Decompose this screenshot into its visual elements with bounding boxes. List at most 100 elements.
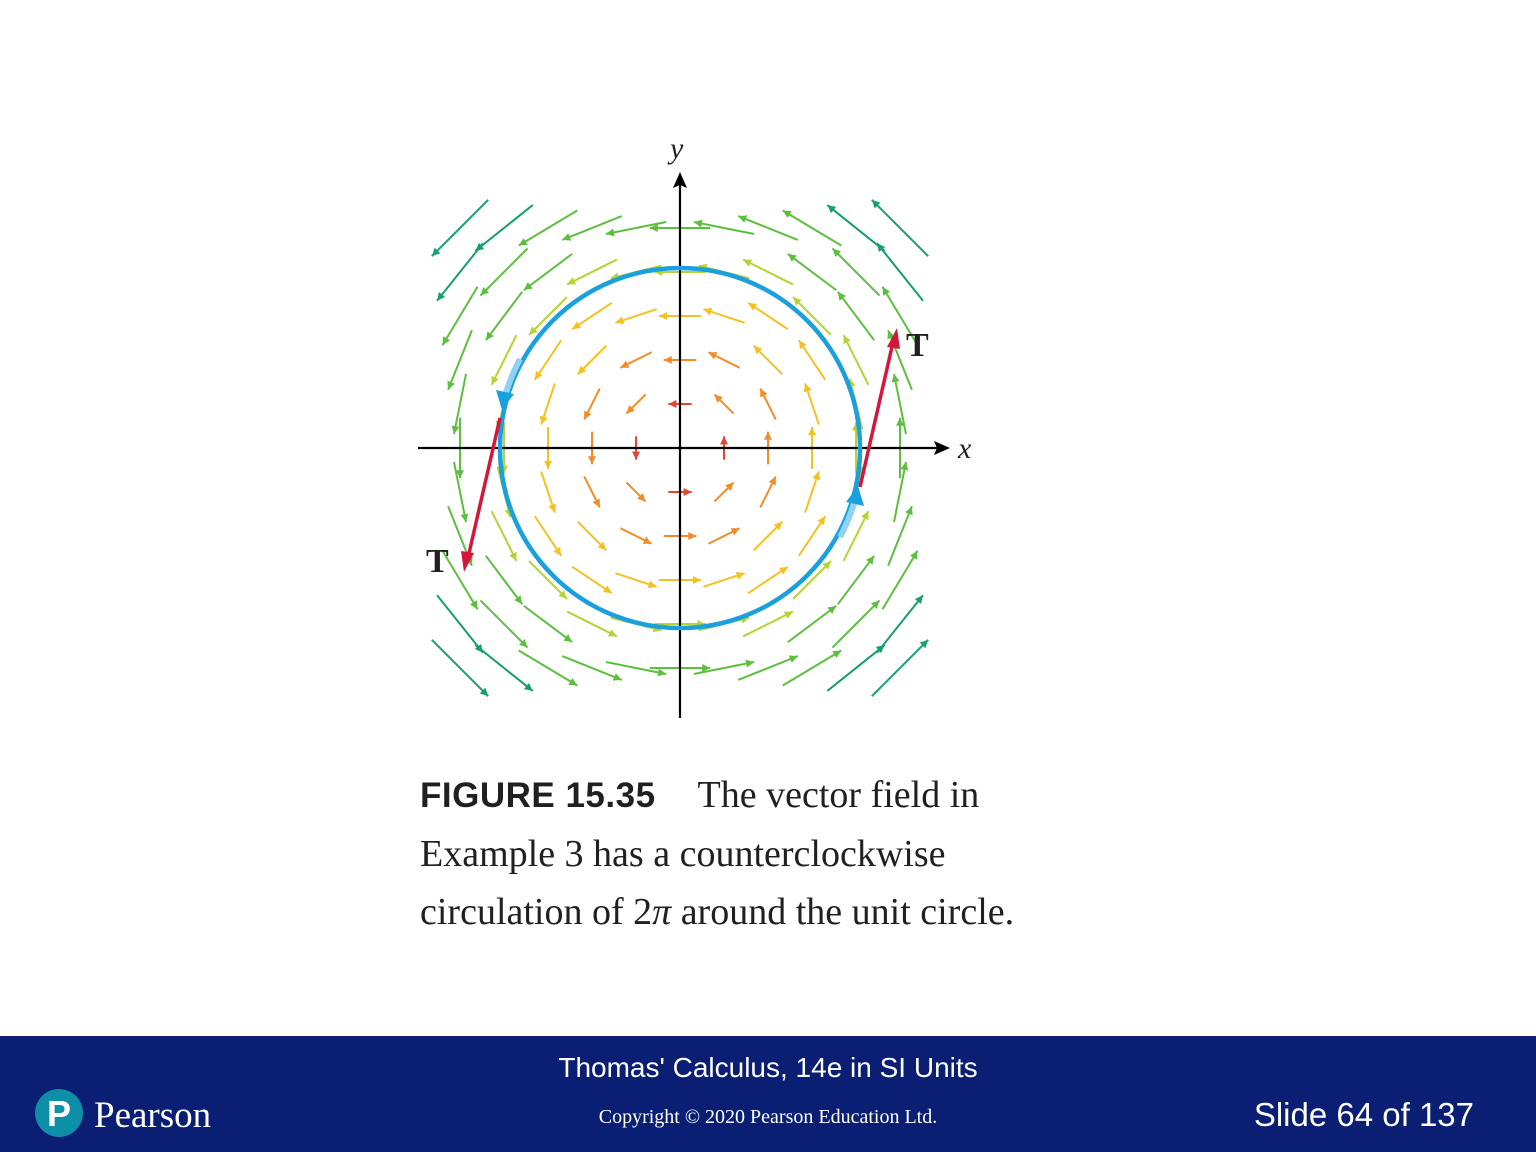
field-vector	[605, 221, 667, 235]
caption-line-3: circulation of 2π around the unit circle…	[420, 883, 1180, 941]
x-axis-label: x	[957, 432, 972, 465]
field-vector-head	[688, 532, 697, 540]
field-vector	[842, 334, 870, 386]
footer-bar: P Pearson Thomas' Calculus, 14e in SI Un…	[0, 1036, 1536, 1152]
field-vector-head	[896, 417, 904, 426]
caption-line-2: Example 3 has a counterclockwise	[420, 833, 946, 875]
field-vector-head	[725, 482, 734, 491]
tangent-vector-right	[858, 337, 896, 488]
field-vector	[737, 655, 799, 681]
field-vector	[887, 505, 913, 567]
pi-symbol: π	[652, 891, 672, 933]
field-vector-head	[778, 566, 788, 575]
field-vector-head	[882, 286, 891, 296]
field-vector	[523, 253, 573, 291]
field-vector-head	[509, 551, 517, 561]
field-vector	[528, 560, 568, 600]
field-vector	[490, 334, 518, 386]
field-vector	[485, 291, 523, 341]
field-vector	[436, 242, 484, 302]
field-vector	[742, 610, 794, 638]
field-vector-head	[447, 380, 455, 390]
field-vector-head	[768, 476, 776, 486]
field-vector-head	[485, 331, 494, 341]
field-vector-head	[456, 470, 464, 479]
field-vector-head	[738, 215, 748, 223]
field-vector	[871, 199, 929, 257]
tangent-label-left: T	[426, 543, 449, 580]
field-vector	[893, 373, 907, 435]
field-vector-head	[787, 253, 797, 262]
tangent-arrowhead-right	[887, 328, 900, 349]
field-vector	[447, 329, 473, 391]
field-vector-head	[861, 511, 869, 521]
field-vector-head	[491, 375, 499, 385]
field-vector-head	[626, 405, 635, 414]
field-vector-head	[659, 312, 668, 320]
field-vector	[441, 286, 479, 346]
field-vector-head	[703, 307, 713, 316]
figure-caption: FIGURE 15.35 The vector field in Example …	[420, 766, 1180, 941]
field-vector	[787, 605, 837, 643]
field-vector	[792, 296, 832, 336]
field-vector-head	[442, 336, 451, 346]
field-vector	[518, 649, 578, 687]
field-vector-head	[657, 668, 667, 677]
field-vector-head	[909, 550, 918, 560]
unit-circle	[496, 265, 864, 631]
tangent-vector-left	[465, 417, 502, 563]
field-vector	[876, 594, 924, 654]
field-vector-head	[720, 436, 728, 445]
field-vector-head	[584, 410, 592, 420]
field-vector-head	[905, 506, 913, 516]
field-vector-head	[568, 677, 578, 686]
field-vector-head	[827, 205, 837, 214]
field-vector-head	[914, 595, 923, 605]
field-vector-head	[592, 498, 600, 508]
field-vector-head	[808, 427, 816, 436]
field-vector-head	[519, 639, 528, 648]
field-vector-head	[615, 316, 625, 325]
field-vector-head	[812, 471, 821, 481]
caption-text-3a: circulation of 2	[420, 891, 653, 933]
field-vector-head	[748, 302, 758, 311]
field-vector	[561, 215, 623, 241]
field-vector-head	[692, 576, 701, 584]
field-vector-head	[558, 590, 567, 599]
field-vector	[842, 510, 870, 562]
field-vector-head	[475, 242, 485, 251]
field-vector-head	[620, 360, 630, 368]
field-vector	[474, 204, 534, 252]
field-vector-head	[773, 521, 783, 531]
field-vector	[876, 242, 924, 302]
book-title: Thomas' Calculus, 14e in SI Units	[558, 1052, 978, 1083]
field-vector-head	[803, 383, 812, 393]
field-vector-head	[460, 513, 469, 523]
field-vector	[431, 639, 489, 697]
pearson-logo-icon: P	[35, 1089, 83, 1137]
field-vector-head	[919, 639, 929, 649]
field-vector-head	[798, 340, 807, 350]
field-vector-head	[866, 555, 875, 565]
pearson-logo-text: Pearson	[94, 1095, 212, 1136]
field-vector-head	[760, 388, 768, 398]
field-vector-head	[730, 528, 740, 536]
field-vector	[787, 253, 837, 291]
field-vector-head	[693, 219, 703, 228]
field-vector-head	[632, 451, 640, 460]
field-vector	[518, 209, 578, 247]
circulation-arrowhead-left	[496, 390, 514, 410]
field-vector	[693, 661, 755, 675]
field-vector	[831, 599, 881, 649]
field-vector-head	[900, 461, 909, 471]
field-vector	[431, 199, 489, 257]
field-vector	[742, 258, 794, 286]
circulation-arrow-left	[502, 357, 523, 397]
field-vector-head	[553, 546, 562, 556]
field-vector-head	[783, 611, 793, 619]
figure-label: FIGURE 15.35	[420, 776, 656, 815]
field-vector-head	[518, 237, 528, 246]
field-vector	[479, 247, 529, 297]
field-vector-head	[827, 605, 837, 614]
field-vector-head	[469, 600, 478, 610]
